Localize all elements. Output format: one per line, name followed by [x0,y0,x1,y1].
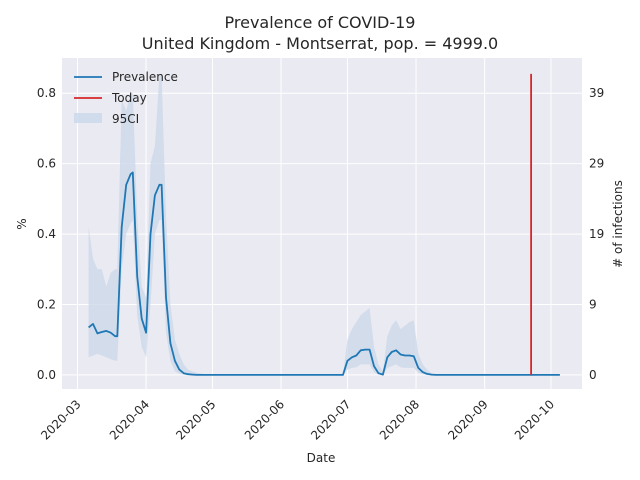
y-tick-label: 0.8 [37,86,56,100]
x-tick-label: 2020-07 [308,397,353,442]
prevalence-line [88,171,560,376]
y2-tick-label: 19 [589,227,604,241]
plot-area [62,58,582,389]
y2-axis-label: # of infections [611,180,625,268]
y2-axis-ticks: 0 9 19 29 39 [589,86,604,382]
y2-tick-label: 0 [589,368,597,382]
y2-tick-label: 9 [589,297,597,311]
legend-swatch-ci [74,113,102,123]
y-tick-label: 0.2 [37,297,56,311]
legend: Prevalence Today 95CI [74,70,178,126]
legend-label-today: Today [111,91,147,105]
y-tick-label: 0.4 [37,227,56,241]
y2-tick-label: 39 [589,86,604,100]
y2-tick-label: 29 [589,157,604,171]
y-tick-label: 0.6 [37,157,56,171]
x-tick-label: 2020-06 [242,397,287,442]
chart-subtitle: United Kingdom - Montserrat, pop. = 4999… [142,34,498,53]
legend-label-prevalence: Prevalence [112,70,178,84]
x-tick-label: 2020-05 [173,397,218,442]
prevalence-line-layer [88,171,560,376]
x-tick-label: 2020-09 [445,397,490,442]
y-tick-label: 0.0 [37,368,56,382]
x-tick-label: 2020-10 [512,397,557,442]
x-tick-label: 2020-04 [107,397,152,442]
x-tick-label: 2020-03 [38,397,83,442]
x-tick-label: 2020-08 [377,397,422,442]
x-axis-ticks: 2020-03 2020-04 2020-05 2020-06 2020-07 2020-… [38,397,557,442]
legend-label-ci: 95CI [112,112,139,126]
y-axis-ticks: 0.0 0.2 0.4 0.6 0.8 [37,86,56,382]
chart-title: Prevalence of COVID-19 [225,13,416,32]
y-axis-label: % [15,218,29,229]
x-axis-label: Date [307,451,336,465]
